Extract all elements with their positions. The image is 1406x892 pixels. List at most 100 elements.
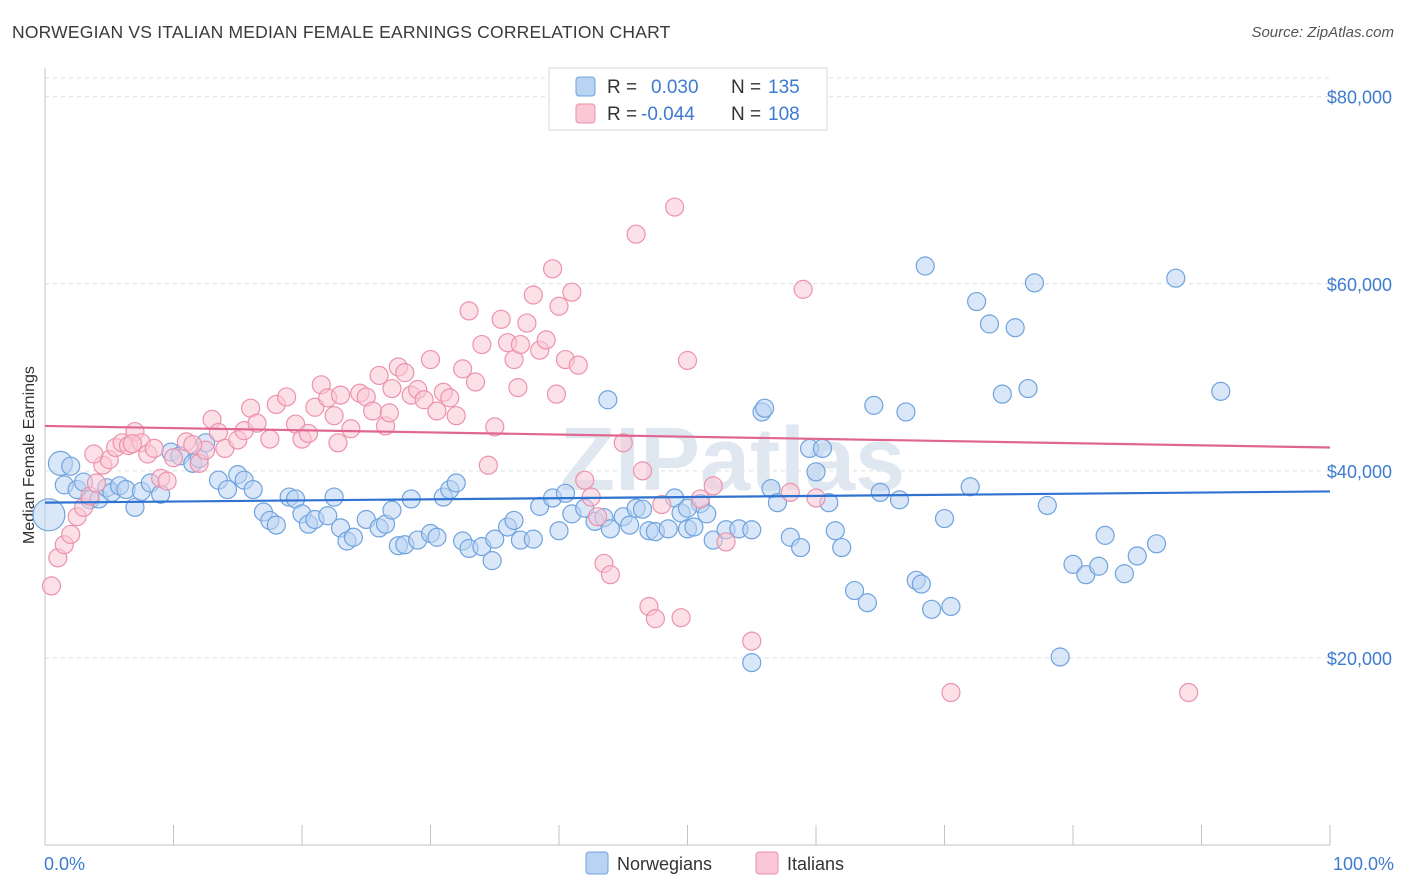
norwegians-point (889, 490, 910, 510)
norwegians-point (857, 593, 878, 613)
italians-point (546, 384, 567, 404)
italians-point (665, 197, 685, 217)
italians-point (382, 378, 402, 399)
norwegians-point (600, 519, 621, 539)
norwegians-point (61, 456, 81, 476)
series-italians-points (41, 197, 1199, 703)
norwegians-point (684, 517, 704, 537)
norwegians-point (1050, 647, 1070, 667)
norwegians-point (523, 529, 543, 549)
series-norwegians-points (32, 256, 1231, 673)
norwegians-point (632, 499, 653, 519)
italians-point (465, 372, 486, 392)
norwegians-point (1024, 273, 1045, 293)
italians-point (485, 417, 505, 437)
italians-point (369, 365, 389, 386)
italians-point (440, 388, 460, 408)
italians-point (328, 433, 348, 453)
italians-point (379, 403, 399, 423)
italians-point (459, 301, 479, 321)
italians-point (144, 438, 164, 459)
y-tick-label: $40,000 (1327, 462, 1392, 482)
norwegians-point (485, 529, 505, 549)
norwegians-point (915, 256, 935, 276)
norwegians-point (1166, 268, 1186, 288)
norwegians-point (446, 473, 466, 493)
norwegians-point (992, 384, 1012, 404)
italians-point (363, 401, 383, 421)
x-tick-label-end: 100.0% (1333, 854, 1394, 874)
italians-point (523, 285, 543, 305)
norwegians-point (343, 527, 363, 547)
norwegians-point (844, 580, 865, 601)
norwegians-point (482, 551, 502, 571)
italians-point (395, 363, 415, 383)
legend-r-label-2: R = (607, 104, 637, 125)
x-tick-labels: 0.0% 100.0% (44, 854, 1394, 874)
italians-point (157, 471, 177, 491)
y-tick-label: $60,000 (1327, 275, 1392, 295)
italians-point (122, 434, 142, 454)
italians-point (260, 429, 280, 449)
italians-point (276, 387, 297, 407)
italians-point (632, 461, 653, 481)
italians-point (780, 482, 800, 502)
axes (44, 68, 1331, 846)
norwegians-point (806, 462, 826, 482)
trend-line-norwegians (44, 490, 1331, 504)
norwegians-point (1146, 534, 1167, 554)
italians-point (626, 224, 646, 244)
italians-point (208, 422, 229, 443)
italians-point (453, 359, 473, 379)
norwegians-point (864, 395, 884, 415)
norwegians-point (677, 498, 698, 518)
bottom-legend-swatch-norwegians (585, 851, 609, 875)
norwegians-point (504, 510, 524, 531)
italians-point (478, 455, 498, 475)
norwegians-point (1063, 554, 1083, 574)
norwegians-point (217, 479, 238, 500)
bottom-legend-italians: Italians (787, 854, 844, 874)
italians-point (671, 608, 691, 628)
trend-line-italians (44, 424, 1331, 449)
italians-point (420, 349, 441, 370)
y-axis-label: Median Female Earnings (21, 366, 38, 544)
norwegians-point (620, 515, 640, 535)
norwegians-point (922, 599, 942, 619)
italians-point (508, 378, 528, 398)
bottom-legend: Norwegians Italians (585, 851, 844, 875)
italians-point (298, 423, 319, 444)
italians-point (568, 355, 588, 375)
norwegians-point (870, 482, 890, 502)
norwegians-point (754, 398, 775, 418)
y-tick-label: $80,000 (1327, 88, 1392, 108)
legend-swatch-italians (575, 103, 596, 124)
italians-point (562, 282, 582, 302)
norwegians-point (790, 537, 811, 558)
italians-point (324, 406, 344, 426)
norwegians-point (549, 521, 569, 541)
bottom-legend-swatch-italians (755, 851, 779, 875)
norwegians-point (825, 521, 845, 541)
italians-point (716, 532, 736, 552)
norwegians-point (934, 508, 955, 529)
legend-r-label-1: R = (607, 77, 637, 98)
italians-point (690, 489, 710, 509)
italians-point (652, 494, 672, 515)
norwegians-point (1114, 564, 1135, 584)
italians-point (446, 406, 466, 426)
norwegians-point (967, 291, 987, 312)
legend-r-value-1: 0.030 (651, 77, 699, 98)
norwegians-point (318, 506, 338, 526)
y-tick-labels: $20,000 $40,000 $60,000 $80,000 (1327, 88, 1392, 669)
norwegians-point (324, 487, 344, 507)
italians-point (305, 397, 325, 417)
norwegians-point (1018, 378, 1038, 399)
italians-point (86, 473, 107, 493)
legend-n-label-1: N = (731, 77, 761, 98)
watermark: ZIPatlas (560, 410, 905, 510)
norwegians-point (1037, 495, 1057, 516)
italians-point (542, 259, 563, 279)
italians-point (536, 330, 556, 350)
italians-point (549, 296, 569, 316)
